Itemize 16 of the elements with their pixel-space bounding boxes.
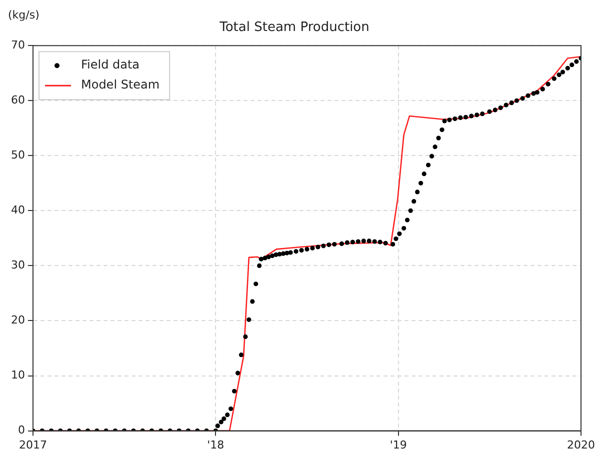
y-tick-label: 50 — [10, 148, 25, 162]
legend-label: Field data — [80, 58, 140, 72]
y-tick-label: 20 — [10, 314, 25, 327]
y-tick-label: 40 — [10, 204, 25, 217]
y-tick-label: 30 — [10, 258, 25, 272]
chart-title: Total Steam Production — [218, 20, 370, 36]
y-tick-label: 60 — [10, 93, 25, 106]
y-tick-label: 10 — [10, 368, 25, 382]
x-tick-label: 2020 — [567, 438, 595, 452]
y-tick-label: 0 — [18, 424, 25, 437]
y-axis-title: (kg/s) — [8, 8, 40, 22]
x-tick-label: '19 — [390, 438, 407, 452]
legend-label: Model Steam — [80, 78, 160, 92]
x-tick-label: '18 — [207, 438, 224, 452]
x-tick-label: 2017 — [18, 438, 47, 452]
y-tick-label: 70 — [10, 38, 25, 52]
